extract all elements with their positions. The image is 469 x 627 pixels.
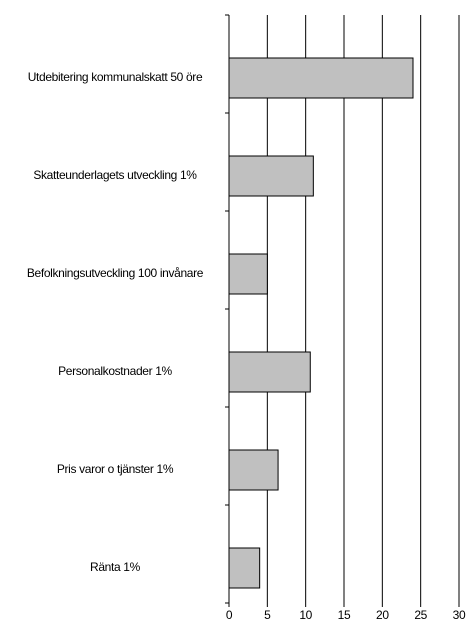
y-tick-label: Ränta 1% [90,560,141,574]
x-tick-label: 20 [376,608,389,622]
bar [228,57,414,99]
y-tick-label: Personalkostnader 1% [58,364,172,378]
bar [228,547,261,589]
x-tick-label: 10 [299,608,312,622]
x-tick-label: 0 [226,608,233,622]
bar [228,253,268,295]
bar [228,351,311,393]
x-tick-label: 30 [453,608,466,622]
y-tick-label: Pris varor o tjänster 1% [57,462,174,476]
bar [228,449,279,491]
x-tick-label: 25 [414,608,427,622]
y-tick-label: Skatteunderlagets utveckling 1% [33,168,197,182]
bar [228,155,314,197]
y-tick-label: Utdebitering kommunalskatt 50 öre [28,70,203,84]
y-tick-label: Befolkningsutveckling 100 invånare [27,266,204,280]
x-tick-label: 5 [264,608,271,622]
x-tick-label: 15 [338,608,351,622]
